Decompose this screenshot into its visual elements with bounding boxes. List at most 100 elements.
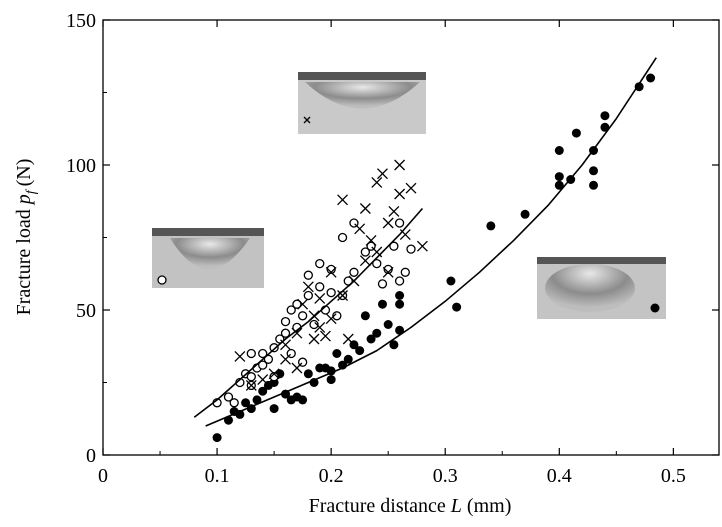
x-tick-label: 0.1 bbox=[205, 465, 230, 487]
data-point bbox=[315, 282, 325, 292]
data-point bbox=[314, 292, 326, 304]
data-point bbox=[405, 182, 417, 194]
x-tick-label: 0 bbox=[98, 465, 108, 487]
data-point bbox=[298, 395, 308, 405]
data-point bbox=[377, 279, 388, 289]
data-point bbox=[554, 146, 564, 155]
data-point bbox=[234, 350, 246, 362]
data-point bbox=[355, 346, 365, 356]
data-point bbox=[360, 247, 371, 257]
data-point bbox=[326, 375, 336, 385]
data-point bbox=[246, 348, 256, 359]
data-point bbox=[325, 313, 337, 325]
data-point bbox=[326, 264, 336, 275]
data-point bbox=[303, 369, 313, 379]
data-point bbox=[337, 290, 349, 301]
y-label-unit: (N) bbox=[13, 159, 35, 187]
data-point bbox=[303, 270, 313, 280]
data-point bbox=[337, 232, 348, 243]
data-point bbox=[258, 348, 268, 359]
x-label-symbol: L bbox=[450, 495, 462, 517]
data-point bbox=[291, 327, 303, 339]
data-point bbox=[395, 291, 405, 300]
y-label-symbol: p bbox=[13, 194, 35, 206]
data-point bbox=[452, 302, 462, 312]
x-label-text: Fracture distance bbox=[309, 495, 451, 517]
data-point bbox=[257, 374, 269, 386]
data-point bbox=[372, 258, 382, 269]
data-point bbox=[371, 246, 383, 258]
fit-curve bbox=[205, 57, 657, 427]
data-point bbox=[416, 240, 428, 252]
x-tick-label: 0.4 bbox=[547, 465, 572, 487]
data-point bbox=[571, 128, 581, 138]
plot-area: 0 0.1 0.2 0.3 0.4 0.5 0 50 100 150 bbox=[66, 10, 720, 487]
x-axis-label: Fracture distance L (mm) bbox=[309, 495, 512, 517]
y-tick-label: 100 bbox=[66, 155, 96, 177]
data-point bbox=[371, 176, 383, 188]
data-point bbox=[343, 354, 353, 364]
data-point bbox=[395, 299, 405, 309]
data-point bbox=[400, 267, 410, 277]
data-point bbox=[372, 328, 382, 338]
data-point bbox=[343, 276, 353, 286]
fit-curve bbox=[193, 207, 424, 418]
data-point bbox=[389, 340, 399, 350]
data-point bbox=[309, 319, 319, 330]
data-point bbox=[303, 290, 313, 301]
data-point bbox=[302, 281, 314, 293]
data-point bbox=[308, 333, 320, 345]
data-point bbox=[286, 305, 296, 315]
data-point bbox=[406, 244, 416, 254]
y-label-text: Fracture load bbox=[13, 204, 35, 315]
data-point bbox=[646, 73, 656, 83]
data-point bbox=[589, 180, 599, 190]
data-point bbox=[319, 330, 331, 342]
data-point bbox=[394, 276, 405, 286]
data-point bbox=[359, 203, 371, 214]
data-point bbox=[252, 395, 262, 405]
x-label-unit: (mm) bbox=[467, 495, 511, 517]
data-point bbox=[360, 311, 370, 321]
data-point bbox=[394, 188, 406, 200]
inset-photo-cross bbox=[298, 72, 426, 134]
data-point bbox=[269, 404, 279, 414]
data-point bbox=[383, 264, 393, 275]
data-point bbox=[634, 82, 644, 92]
data-point bbox=[446, 276, 456, 286]
data-point bbox=[280, 353, 291, 365]
data-point bbox=[366, 334, 376, 344]
data-point bbox=[241, 398, 251, 408]
data-point bbox=[600, 111, 610, 121]
data-point bbox=[600, 122, 610, 132]
x-tick-label: 0.3 bbox=[433, 465, 458, 487]
data-point bbox=[212, 433, 222, 443]
data-point bbox=[554, 180, 564, 190]
data-point bbox=[245, 379, 257, 391]
data-point bbox=[359, 255, 371, 267]
data-point bbox=[325, 266, 337, 278]
data-point bbox=[280, 328, 291, 338]
data-point bbox=[354, 223, 366, 235]
data-point bbox=[314, 321, 326, 333]
data-point bbox=[332, 349, 342, 358]
inset-photo-filled-circle bbox=[537, 257, 666, 319]
data-point bbox=[315, 258, 325, 269]
data-point bbox=[332, 311, 342, 321]
data-point bbox=[297, 311, 308, 321]
data-point bbox=[297, 298, 309, 310]
y-tick-label: 0 bbox=[86, 445, 96, 467]
x-tick-label: 0.5 bbox=[661, 465, 686, 487]
data-point bbox=[263, 354, 274, 364]
data-point bbox=[269, 343, 279, 353]
data-point bbox=[365, 234, 377, 246]
data-point bbox=[520, 209, 530, 219]
data-point bbox=[554, 172, 564, 182]
y-tick-label: 150 bbox=[66, 10, 96, 32]
data-point bbox=[389, 241, 399, 251]
data-point bbox=[377, 299, 387, 309]
data-point bbox=[269, 372, 279, 382]
data-point bbox=[258, 386, 268, 396]
